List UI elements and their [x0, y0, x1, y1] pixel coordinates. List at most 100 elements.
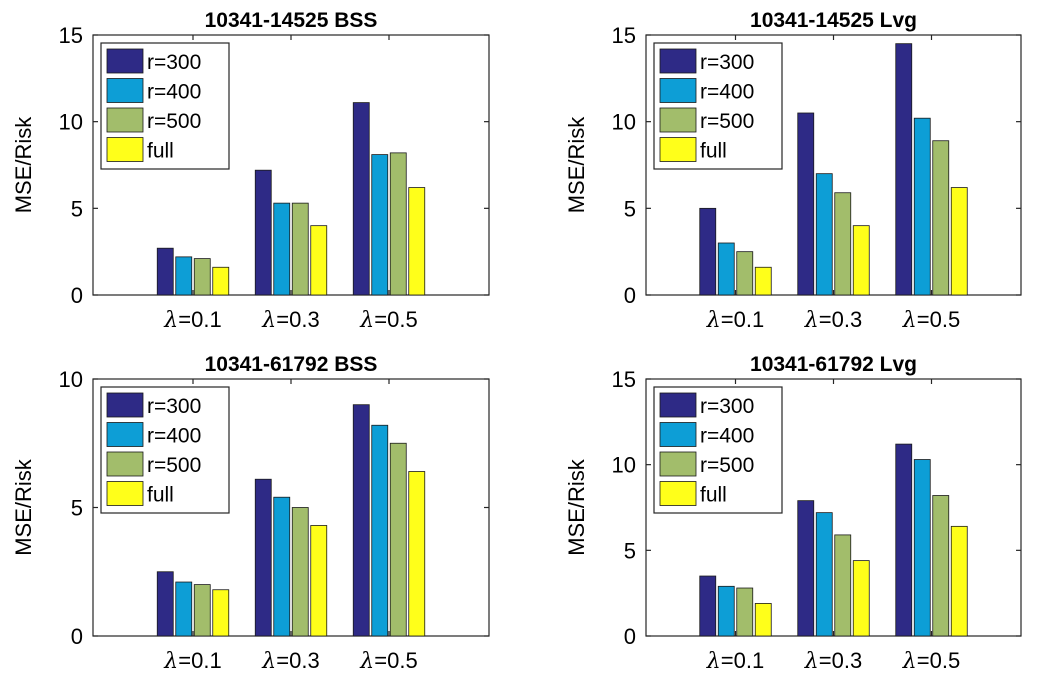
- bar-full-2: [852, 560, 870, 637]
- bar-r400-1: [717, 242, 735, 296]
- y-tick-label: 0: [71, 283, 83, 308]
- chart-panel-2: 0 5 10 15 λ=0.1 λ=0.3 λ=0.5 10341-14525 Lvg MSE/…: [564, 9, 1022, 333]
- bar-r500-2: [834, 192, 852, 296]
- legend-swatch: [106, 451, 144, 477]
- y-tick-label: 0: [71, 624, 83, 649]
- x-tick-label: λ=0.1: [706, 648, 764, 674]
- legend-swatch: [106, 137, 144, 162]
- legend-swatch: [106, 48, 144, 74]
- legend-label: full: [147, 484, 174, 507]
- bar-r300-2: [797, 500, 815, 637]
- bar-r300-3: [352, 404, 370, 637]
- y-tick-label: 0: [624, 283, 636, 308]
- chart-title: 10341-14525 Lvg: [750, 9, 917, 32]
- bar-r500-1: [736, 251, 754, 296]
- bar-full-2: [310, 225, 328, 296]
- bar-full-2: [852, 225, 870, 296]
- bar-r300-3: [352, 102, 370, 296]
- bar-r500-2: [291, 507, 309, 637]
- bar-r400-1: [717, 585, 735, 637]
- legend: r=300 r=400 r=500 full: [100, 42, 230, 170]
- x-tick-label: λ=0.3: [261, 648, 319, 674]
- bar-r400-2: [815, 512, 833, 637]
- bar-r400-2: [273, 496, 291, 637]
- legend-swatch: [106, 392, 144, 418]
- x-tick-label: λ=0.1: [706, 307, 764, 333]
- y-axis-label: MSE/Risk: [564, 458, 589, 556]
- y-axis-label: MSE/Risk: [564, 116, 589, 214]
- bar-full-3: [950, 187, 968, 296]
- bar-r300-1: [699, 575, 717, 637]
- legend-swatch: [659, 137, 697, 162]
- legend-label: r=300: [147, 395, 201, 418]
- x-tick-label: λ=0.1: [163, 648, 221, 674]
- legend-label: full: [147, 140, 174, 163]
- bar-r300-1: [699, 207, 717, 296]
- chart-title: 10341-61792 BSS: [205, 353, 378, 376]
- y-tick-label: 5: [71, 196, 83, 221]
- legend-label: r=300: [700, 395, 754, 418]
- legend-label: r=500: [147, 454, 201, 477]
- legend-label: r=400: [700, 81, 754, 104]
- chart-panel-4: 0 5 10 15 λ=0.1 λ=0.3 λ=0.5 10341-61792 Lvg MSE/…: [564, 353, 1022, 674]
- y-tick-label: 15: [612, 23, 636, 48]
- bar-r300-3: [895, 443, 913, 637]
- chart-panel-3: 0 5 10 λ=0.1 λ=0.3 λ=0.5 10341-61792 BSS MSE/Ri…: [11, 353, 490, 674]
- chart-title: 10341-61792 Lvg: [750, 353, 917, 376]
- legend-swatch: [659, 392, 697, 418]
- y-tick-label: 15: [59, 23, 83, 48]
- x-tick-label: λ=0.5: [359, 307, 417, 333]
- x-tick-label: λ=0.5: [902, 648, 960, 674]
- bar-r400-3: [371, 424, 389, 637]
- bar-full-3: [408, 187, 426, 296]
- y-tick-label: 10: [59, 110, 83, 135]
- bar-r400-3: [913, 117, 931, 296]
- legend-swatch: [659, 422, 697, 447]
- x-tick-label: λ=0.5: [359, 648, 417, 674]
- bar-r300-3: [895, 43, 913, 296]
- legend-swatch: [659, 107, 697, 133]
- bar-r500-3: [932, 140, 950, 296]
- bar-r300-2: [254, 478, 272, 637]
- bar-r500-3: [389, 152, 407, 296]
- bar-full-2: [310, 525, 328, 637]
- chart-panel-1: 0 5 10 15 λ=0.1 λ=0.3 λ=0.5 10341-14525 BSS MSE/…: [11, 9, 490, 333]
- x-tick-label: λ=0.3: [261, 307, 319, 333]
- y-axis-label: MSE/Risk: [11, 116, 36, 214]
- legend-label: r=500: [700, 110, 754, 133]
- bar-r300-1: [156, 247, 174, 296]
- legend-swatch: [106, 78, 144, 103]
- bar-r400-3: [913, 459, 931, 637]
- bar-r400-1: [175, 256, 193, 296]
- bar-full-1: [754, 603, 772, 637]
- bar-r500-2: [834, 534, 852, 637]
- bar-r400-3: [371, 154, 389, 296]
- legend-swatch: [659, 48, 697, 74]
- legend-swatch: [659, 78, 697, 103]
- legend-label: r=300: [700, 51, 754, 74]
- legend-label: r=400: [147, 81, 201, 104]
- legend-swatch: [106, 422, 144, 447]
- x-tick-label: λ=0.3: [804, 307, 862, 333]
- legend-label: full: [700, 484, 727, 507]
- bar-r300-2: [797, 112, 815, 296]
- y-tick-label: 15: [612, 367, 636, 392]
- bar-r400-1: [175, 581, 193, 637]
- legend-swatch: [659, 451, 697, 477]
- y-axis-label: MSE/Risk: [11, 458, 36, 556]
- x-tick-label: λ=0.5: [902, 307, 960, 333]
- y-tick-label: 10: [612, 110, 636, 135]
- legend: r=300 r=400 r=500 full: [100, 386, 230, 514]
- bar-full-1: [754, 266, 772, 296]
- y-tick-label: 5: [71, 496, 83, 521]
- y-tick-label: 10: [59, 367, 83, 392]
- legend-swatch: [106, 481, 144, 506]
- legend-label: full: [700, 140, 727, 163]
- bar-r300-1: [156, 571, 174, 637]
- bar-full-1: [212, 266, 230, 296]
- bar-r500-1: [193, 258, 211, 296]
- bar-full-1: [212, 589, 230, 637]
- y-tick-label: 10: [612, 453, 636, 478]
- bar-r500-3: [932, 495, 950, 637]
